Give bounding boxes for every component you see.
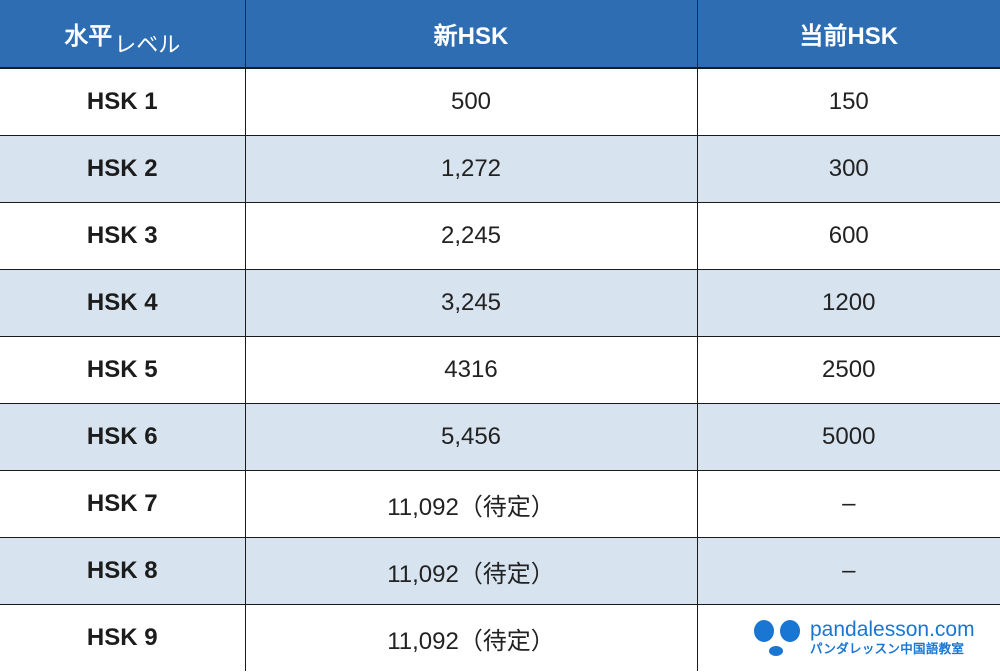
header-current-hsk: 当前HSK (697, 0, 1000, 69)
current-hsk-cell: – (697, 537, 1000, 605)
header-level: 水平レベル (0, 0, 246, 69)
level-cell: HSK 9 (0, 604, 246, 671)
level-cell: HSK 2 (0, 135, 246, 203)
table-row: HSK 7 11,092（待定） – (0, 470, 1000, 538)
brand-watermark: pandalesson.com パンダレッスン中国語教室 (750, 614, 990, 662)
table-row: HSK 9 11,092（待定） (0, 604, 1000, 671)
current-hsk-cell: 600 (697, 202, 1000, 270)
table-header: 水平レベル 新HSK 当前HSK (0, 0, 1000, 69)
table-row: HSK 3 2,245 600 (0, 202, 1000, 270)
new-hsk-cell: 11,092（待定） (245, 470, 698, 538)
level-cell: HSK 7 (0, 470, 246, 538)
current-hsk-cell: 300 (697, 135, 1000, 203)
level-cell: HSK 6 (0, 403, 246, 471)
new-hsk-cell: 3,245 (245, 269, 698, 337)
new-hsk-cell: 5,456 (245, 403, 698, 471)
header-new-hsk: 新HSK (245, 0, 698, 69)
brand-site: pandalesson.com (810, 618, 975, 641)
current-hsk-cell: 1200 (697, 269, 1000, 337)
level-cell: HSK 4 (0, 269, 246, 337)
new-hsk-cell: 2,245 (245, 202, 698, 270)
new-hsk-cell: 4316 (245, 336, 698, 404)
level-cell: HSK 3 (0, 202, 246, 270)
level-cell: HSK 8 (0, 537, 246, 605)
header-level-main: 水平 (64, 23, 113, 50)
table-body: HSK 1 500 150 HSK 2 1,272 300 HSK 3 2,24… (0, 68, 1000, 671)
table-row: HSK 5 4316 2500 (0, 336, 1000, 404)
current-hsk-cell: 2500 (697, 336, 1000, 404)
level-cell: HSK 5 (0, 336, 246, 404)
table-row: HSK 6 5,456 5000 (0, 403, 1000, 471)
new-hsk-cell: 1,272 (245, 135, 698, 203)
panda-icon (750, 616, 804, 660)
current-hsk-cell: 150 (697, 68, 1000, 136)
new-hsk-cell: 11,092（待定） (245, 537, 698, 605)
header-level-sub: レベル (114, 32, 181, 57)
new-hsk-cell: 11,092（待定） (245, 604, 698, 671)
table-row: HSK 4 3,245 1200 (0, 269, 1000, 337)
new-hsk-cell: 500 (245, 68, 698, 136)
current-hsk-cell (697, 604, 1000, 671)
current-hsk-cell: – (697, 470, 1000, 538)
brand-name: パンダレッスン中国語教室 (810, 642, 965, 656)
level-cell: HSK 1 (0, 68, 246, 136)
table-row: HSK 2 1,272 300 (0, 135, 1000, 203)
table-row: HSK 8 11,092（待定） – (0, 537, 1000, 605)
current-hsk-cell: 5000 (697, 403, 1000, 471)
table-row: HSK 1 500 150 (0, 68, 1000, 136)
